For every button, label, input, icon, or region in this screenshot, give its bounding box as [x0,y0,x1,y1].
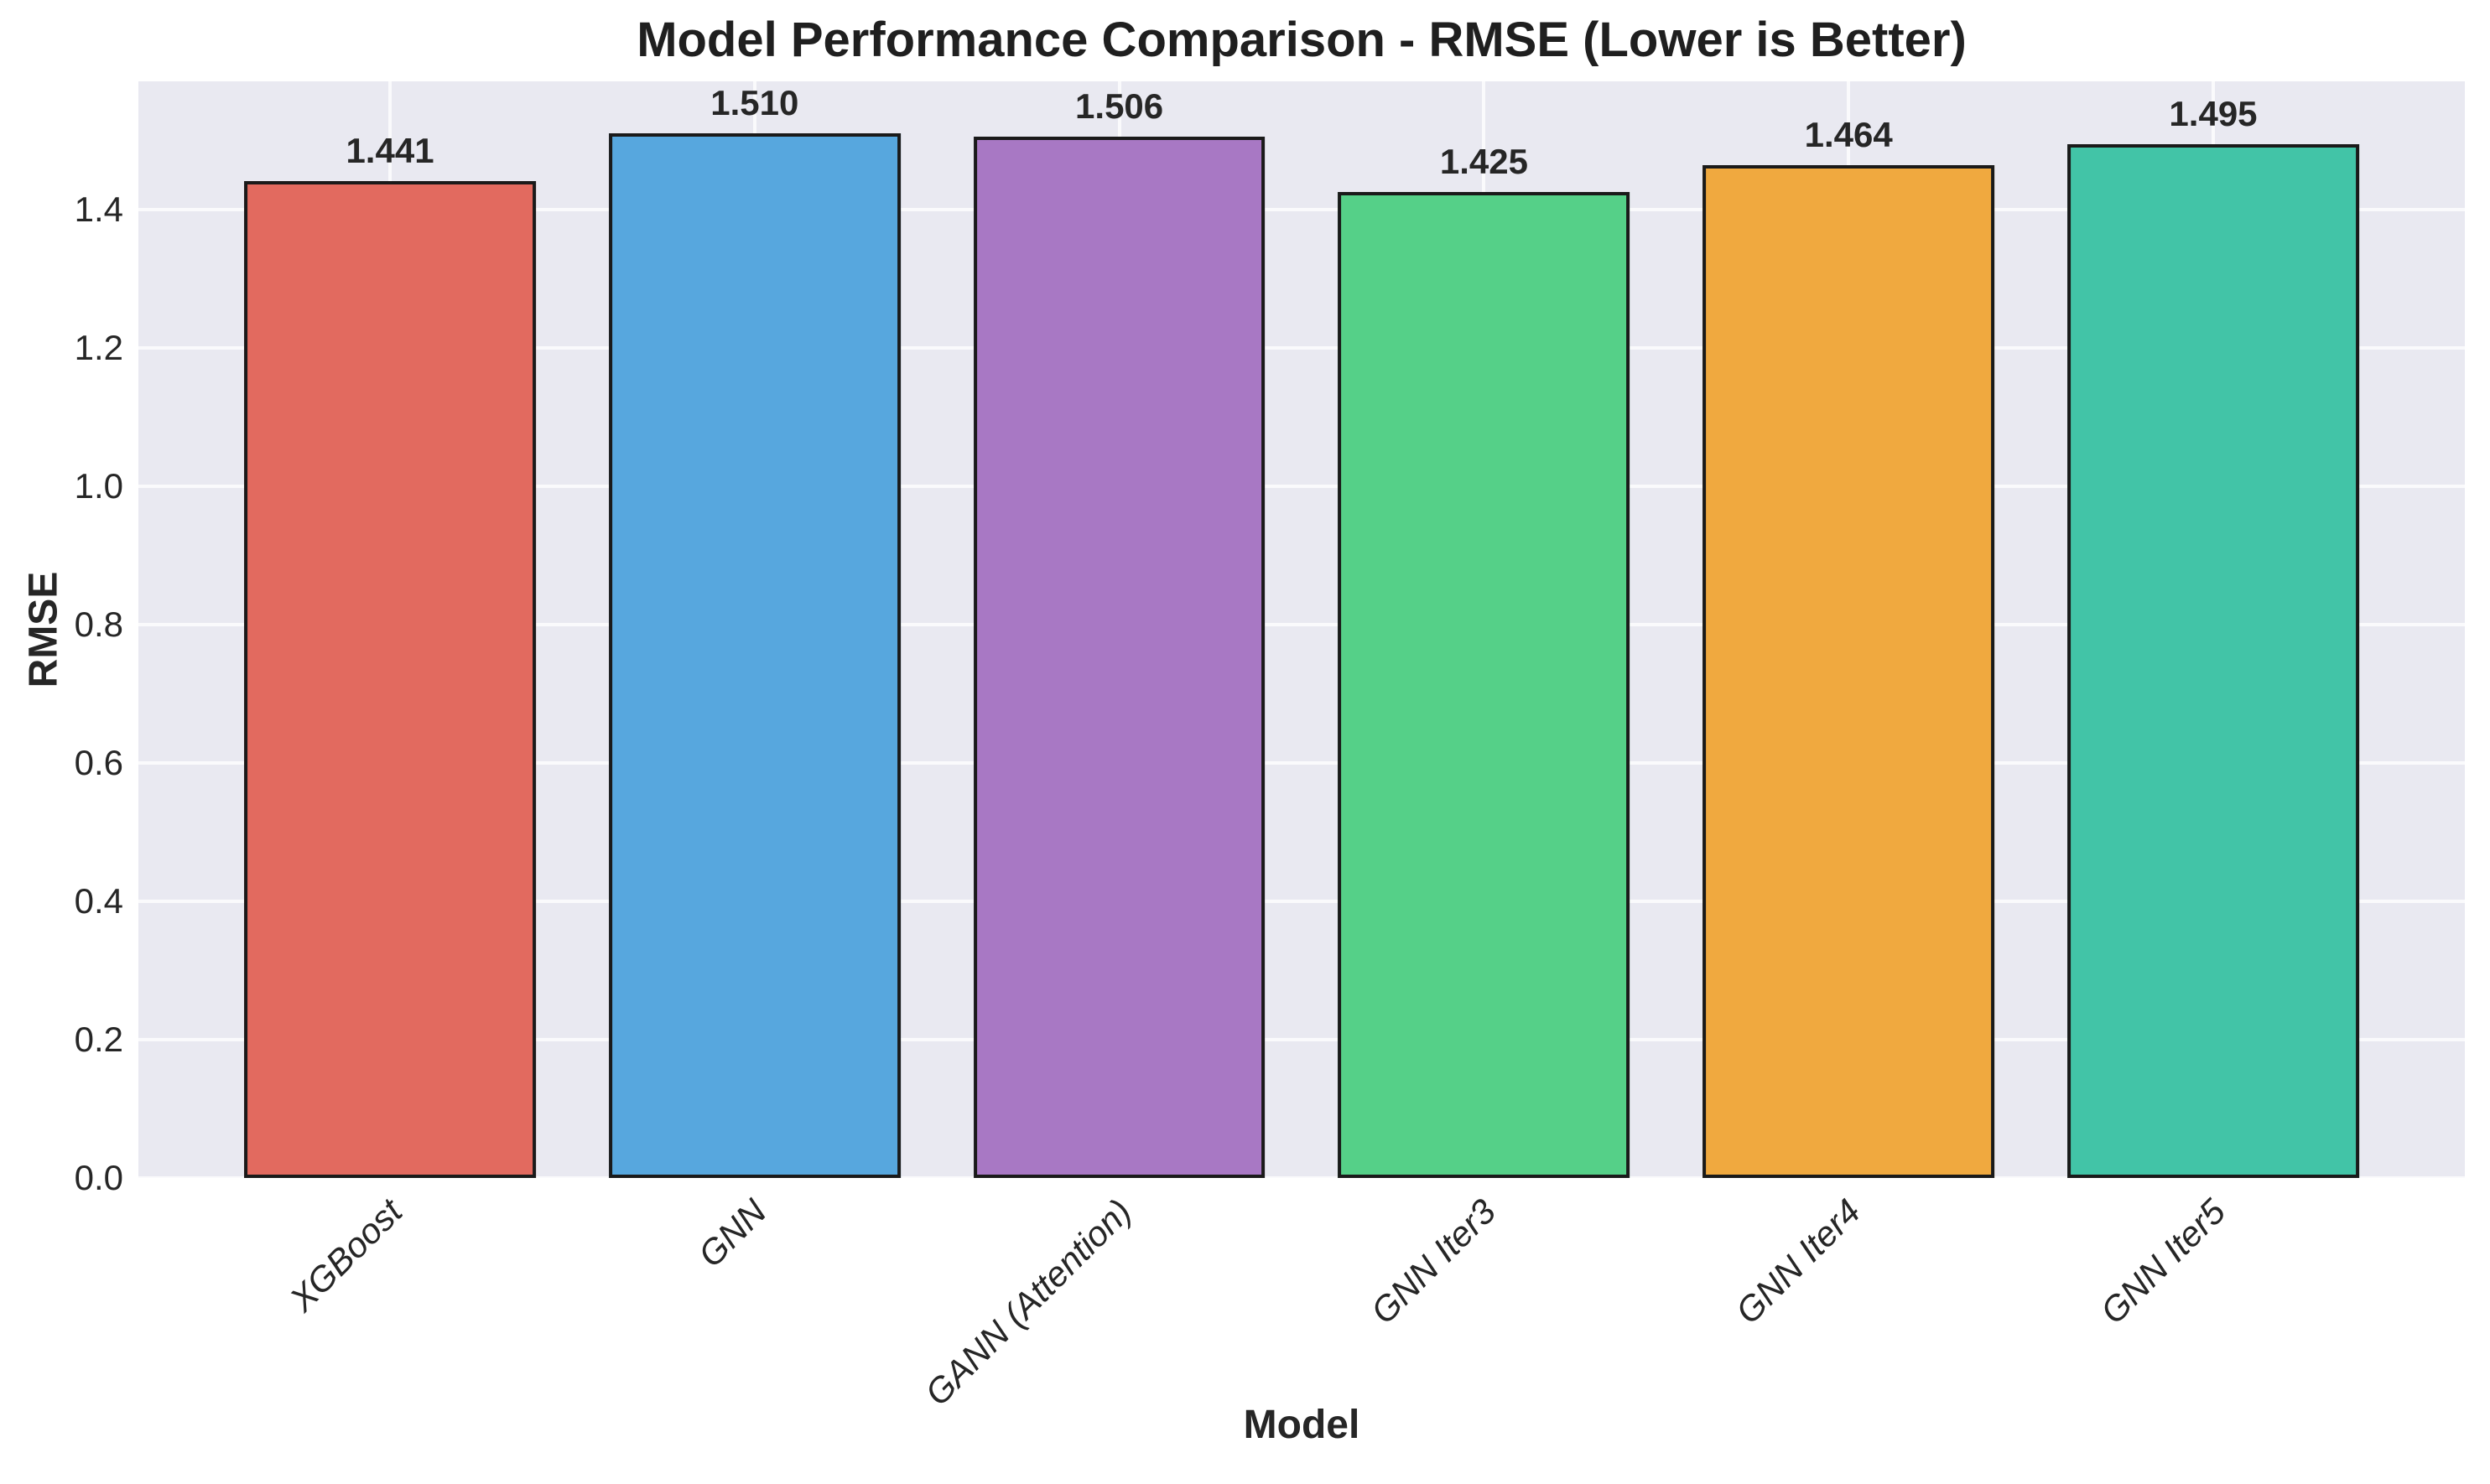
bar-value-label: 1.441 [346,131,434,171]
bar-xgboost [244,181,536,1178]
bar-gnn-iter3 [1338,192,1630,1178]
y-tick-label: 0.2 [74,1020,123,1060]
y-tick-label: 0.6 [74,743,123,783]
bar-gnn-iter4 [1702,165,1995,1178]
y-tick-label: 0.8 [74,604,123,645]
gridline-horizontal [138,623,2465,627]
gridline-horizontal [138,346,2465,350]
bar-value-label: 1.464 [1804,115,1893,155]
x-tick-label: GNN Iter3 [1363,1191,1504,1331]
x-tick-label: GNN Iter5 [2092,1191,2233,1331]
x-tick-label: GANN (Attention) [917,1191,1139,1414]
x-axis-label: Model [1243,1403,1360,1447]
gridline-horizontal [138,761,2465,765]
x-tick-label: XGBoost [282,1191,410,1320]
gridline-horizontal [138,1038,2465,1042]
bar-gnn [608,133,901,1178]
plot-area: 0.0 0.2 0.4 0.6 0.8 1.0 1.2 1.4 1.441 XGBoost 1.51… [75,81,2465,1413]
gridline-horizontal [138,1176,2465,1180]
chart-title: Model Performance Comparison - RMSE (Low… [637,13,1967,67]
y-tick-label: 0.0 [74,1158,123,1197]
x-tick-label: GNN Iter4 [1728,1191,1869,1331]
bar-value-label: 1.425 [1439,142,1528,182]
y-axis-label: RMSE [21,571,66,688]
bar-gann-attention [973,136,1266,1178]
bar-gnn-iter5 [2067,143,2359,1178]
y-tick-label: 1.0 [74,466,123,506]
y-tick-label: 0.4 [74,881,123,921]
bar-value-label: 1.510 [710,83,799,123]
y-tick-label: 1.4 [74,189,123,230]
bar-value-label: 1.506 [1075,86,1164,126]
x-tick-label: GNN [690,1191,775,1275]
bar-value-label: 1.495 [2169,93,2258,133]
gridline-horizontal [138,900,2465,904]
gridline-horizontal [138,208,2465,212]
y-tick-label: 1.2 [74,328,123,368]
gridline-horizontal [138,485,2465,489]
